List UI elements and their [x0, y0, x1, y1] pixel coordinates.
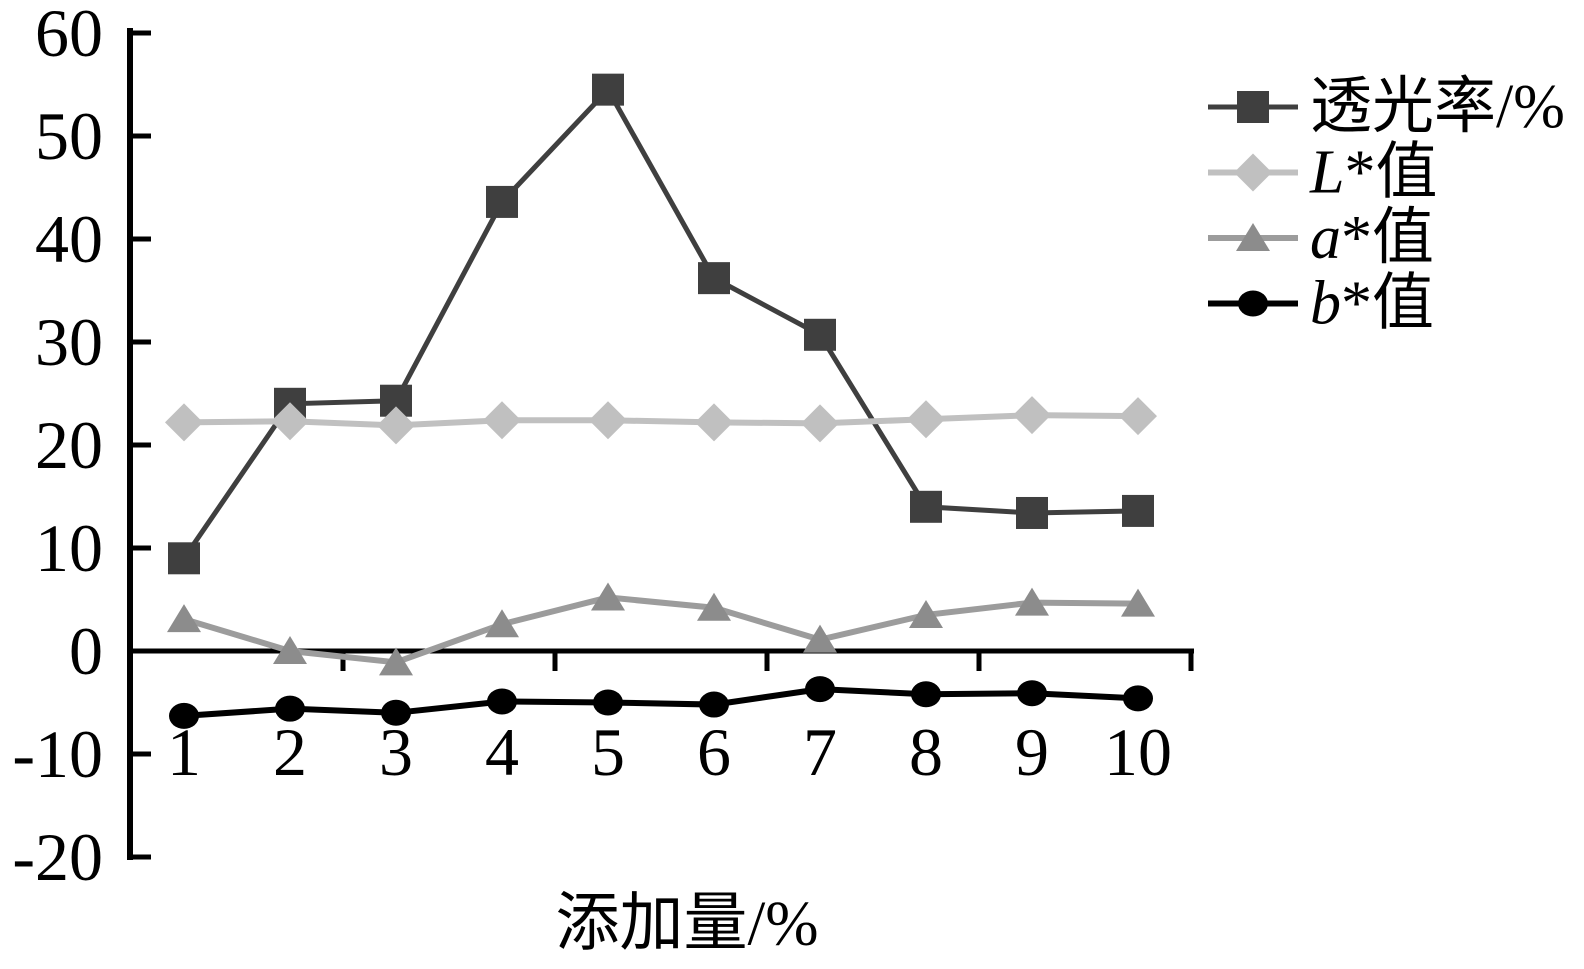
legend-item-a-star: a*值	[1208, 204, 1434, 272]
b-star-marker	[487, 688, 517, 715]
a-star-marker	[273, 636, 307, 664]
a-star-marker	[485, 609, 519, 638]
b-star-marker	[1017, 680, 1047, 707]
x-axis-tick-label: 3	[379, 714, 413, 790]
l-star-marker	[801, 404, 839, 443]
a-star-marker	[1015, 587, 1049, 616]
x-axis-tick-label: 8	[909, 714, 943, 790]
b-star-marker	[169, 702, 199, 729]
a-star-marker	[909, 599, 943, 628]
a-star-marker	[379, 647, 413, 676]
legend: 透光率/%L*值a*值b*值	[1208, 73, 1565, 338]
transmittance-marker	[1122, 494, 1154, 527]
b-star-marker	[699, 691, 729, 718]
legend-triangle-icon	[1236, 223, 1270, 251]
transmittance-marker	[168, 542, 200, 575]
x-axis-tick-label: 2	[273, 714, 307, 790]
series-line-transmittance	[181, 85, 1139, 560]
y-axis-tick-label: -10	[12, 716, 103, 792]
series-lines	[165, 73, 1157, 729]
x-axis-tick-label: 7	[803, 714, 837, 790]
l-star-marker	[483, 401, 521, 440]
l-star-marker	[695, 403, 733, 442]
l-star-marker	[165, 403, 203, 442]
a-star-marker	[803, 624, 837, 653]
x-axis-tick-label: 4	[485, 714, 519, 790]
transmittance-marker	[804, 318, 836, 351]
legend-item-l-star: L*值	[1208, 139, 1438, 207]
y-axis-tick-label: 10	[35, 510, 103, 586]
l-star-marker	[1013, 396, 1051, 435]
legend-item-b-star: b*值	[1208, 270, 1434, 338]
legend-item-transmittance: 透光率/%	[1208, 73, 1565, 141]
y-axis-tick-label: 0	[69, 613, 103, 689]
x-axis-tick-label: 6	[697, 714, 731, 790]
transmittance-marker	[592, 73, 624, 106]
b-star-marker	[275, 695, 305, 722]
l-star-marker	[377, 406, 415, 445]
transmittance-marker	[1016, 496, 1048, 529]
legend-label-b-star: b*值	[1310, 270, 1434, 338]
b-star-marker	[593, 689, 623, 716]
a-star-marker	[1121, 588, 1155, 617]
a-star-marker	[167, 604, 201, 633]
b-star-marker	[911, 681, 941, 708]
x-axis-title: 添加量/%	[555, 888, 818, 959]
b-star-marker	[1123, 685, 1153, 712]
legend-label-l-star: L*值	[1309, 139, 1438, 207]
b-star-marker	[381, 699, 411, 726]
legend-diamond-icon	[1234, 153, 1272, 192]
x-axis-tick-label: 10	[1104, 714, 1172, 790]
series-b-star	[169, 676, 1153, 729]
transmittance-marker	[910, 490, 942, 523]
series-line-b-star	[183, 686, 1139, 719]
l-star-marker	[907, 400, 945, 439]
series-l-star	[165, 396, 1157, 445]
transmittance-marker	[486, 185, 518, 218]
y-axis-tick-label: 30	[35, 304, 103, 380]
a-star-marker	[697, 592, 731, 621]
series-transmittance	[168, 73, 1154, 575]
y-axis-tick-label: 20	[35, 407, 103, 483]
series-a-star	[167, 582, 1155, 676]
b-star-marker	[805, 676, 835, 703]
y-axis-tick-label: 50	[35, 98, 103, 174]
y-axis-tick-label: 40	[35, 201, 103, 277]
legend-label-a-star: a*值	[1310, 204, 1434, 272]
x-axis-tick-label: 5	[591, 714, 625, 790]
legend-circle-icon	[1238, 290, 1268, 317]
l-star-marker	[1119, 397, 1157, 436]
legend-label-transmittance: 透光率/%	[1310, 73, 1565, 141]
series-line-l-star	[183, 412, 1139, 429]
series-line-a-star	[183, 594, 1139, 666]
x-axis-tick-label: 9	[1015, 714, 1049, 790]
l-star-marker	[271, 402, 309, 441]
legend-square-icon	[1237, 91, 1269, 123]
y-axis-tick-label: 60	[35, 0, 103, 71]
l-star-marker	[589, 401, 627, 440]
transmittance-marker	[698, 262, 730, 295]
a-star-marker	[591, 582, 625, 611]
y-axis-tick-label: -20	[12, 819, 103, 895]
